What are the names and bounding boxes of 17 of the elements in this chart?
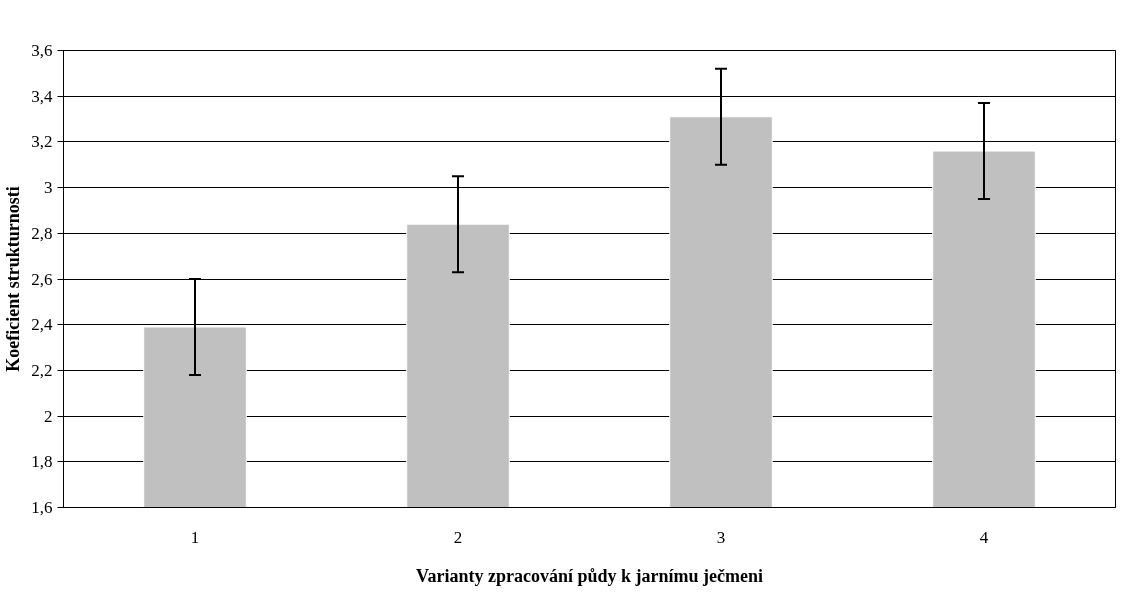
y-tick-label: 3,6	[31, 41, 53, 60]
y-tick-label: 1,6	[31, 498, 53, 517]
y-tick-label: 2,4	[31, 315, 53, 335]
x-tick-label: 3	[716, 527, 726, 547]
y-tick-label: 3,2	[31, 132, 53, 152]
y-tick-label: 1,8	[31, 452, 53, 472]
y-axis-title: Koeficient strukturnosti	[3, 186, 24, 372]
x-axis-title: Varianty zpracování půdy k jarnímu ječmeni	[416, 565, 763, 586]
y-tick-label: 3	[44, 178, 53, 198]
y-tick-label: 2,8	[31, 223, 53, 243]
y-tick-label: 3,4	[31, 86, 53, 106]
y-tick-label: 2,2	[31, 360, 53, 380]
x-tick-label: 1	[190, 527, 200, 547]
y-tick-label: 2,6	[31, 269, 53, 289]
x-tick-label: 2	[453, 527, 463, 547]
y-tick-label: 2	[44, 406, 53, 426]
x-tick-label: 4	[979, 527, 989, 547]
